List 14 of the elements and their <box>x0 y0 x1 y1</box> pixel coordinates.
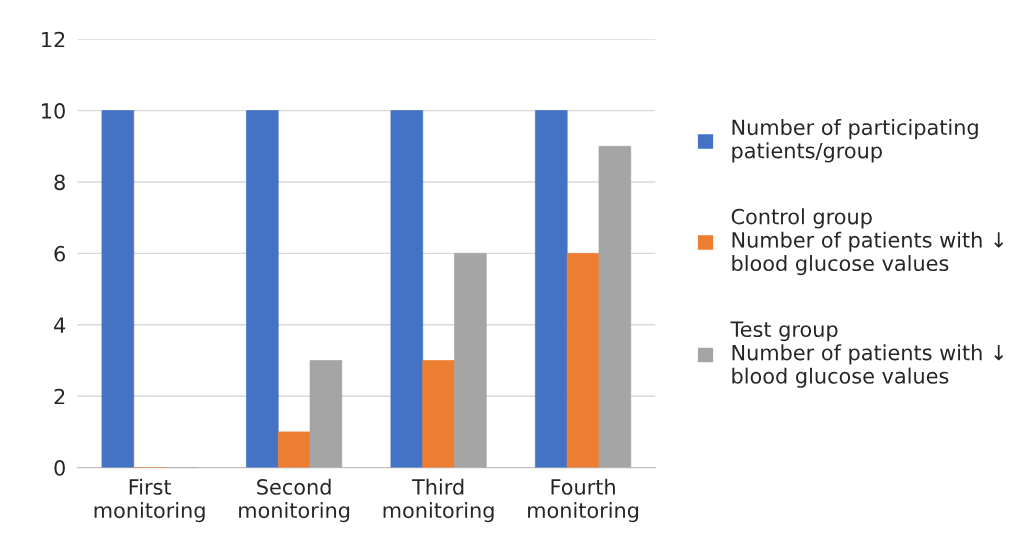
legend-label: Number of participating patients/group <box>732 119 978 163</box>
y-tick-label: 6 <box>54 245 65 262</box>
y-tick-label: 12 <box>42 31 65 48</box>
y-tick-label: 0 <box>54 460 65 476</box>
x-tick-label: Third monitoring <box>383 478 494 523</box>
y-tick-label: 10 <box>42 103 65 119</box>
y-tick-label: 2 <box>54 388 65 405</box>
legend-label: Test group Number of patients with ↓ blood glucose values <box>730 321 1004 388</box>
x-tick-label: Second monitoring <box>239 478 350 523</box>
x-tick-label: First monitoring <box>94 478 205 523</box>
x-tick-label: Fourth monitoring <box>528 478 639 523</box>
legend-label: Control group Number of patients with ↓ blood glucose values <box>731 208 1004 276</box>
y-tick-label: 4 <box>54 317 66 333</box>
y-tick-label: 8 <box>54 174 65 191</box>
